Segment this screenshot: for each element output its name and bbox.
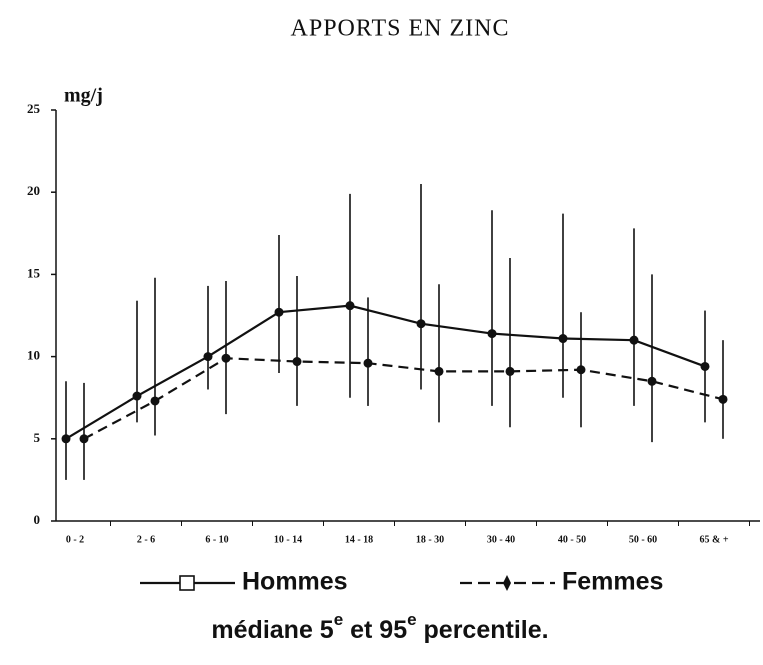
point bbox=[487, 329, 497, 339]
point bbox=[203, 352, 213, 362]
point bbox=[363, 358, 373, 368]
point bbox=[292, 357, 302, 367]
x-tick-label: 65 & + bbox=[699, 534, 728, 545]
x-tick-label: 50 - 60 bbox=[629, 534, 657, 545]
y-tick-label: 10 bbox=[27, 348, 40, 363]
note-text: percentile. bbox=[417, 616, 549, 644]
point bbox=[629, 335, 639, 345]
point bbox=[505, 366, 515, 376]
x-tick-label: 6 - 10 bbox=[205, 534, 228, 545]
y-tick-label: 0 bbox=[34, 512, 41, 527]
point bbox=[718, 394, 728, 404]
legend-label: Hommes bbox=[242, 568, 348, 596]
point bbox=[61, 434, 71, 444]
note: médiane 5e et 95e percentile. bbox=[211, 610, 548, 643]
y-tick-label: 5 bbox=[34, 430, 41, 445]
point bbox=[150, 396, 160, 406]
x-tick-label: 40 - 50 bbox=[558, 534, 586, 545]
note-text: médiane 5 bbox=[211, 616, 333, 644]
point bbox=[576, 365, 586, 375]
y-tick-label: 20 bbox=[27, 183, 40, 198]
point bbox=[700, 361, 710, 371]
point bbox=[274, 307, 284, 317]
point bbox=[345, 301, 355, 311]
x-tick-label: 2 - 6 bbox=[137, 534, 155, 545]
point bbox=[416, 319, 426, 329]
x-tick-label: 14 - 18 bbox=[345, 534, 373, 545]
x-tick-label: 10 - 14 bbox=[274, 534, 302, 545]
series-line bbox=[65, 304, 706, 440]
point bbox=[221, 353, 231, 363]
x-tick-label: 18 - 30 bbox=[416, 534, 444, 545]
x-tick-label: 30 - 40 bbox=[487, 534, 515, 545]
point bbox=[647, 376, 657, 386]
x-tick-label: 0 - 2 bbox=[66, 534, 84, 545]
y-axis-label: mg/j bbox=[64, 85, 103, 107]
legend-label: Femmes bbox=[562, 568, 663, 596]
y-tick-label: 15 bbox=[27, 265, 41, 280]
legend-marker bbox=[179, 575, 195, 591]
point bbox=[558, 334, 568, 344]
point bbox=[434, 366, 444, 376]
note-sup: e bbox=[334, 610, 343, 629]
point bbox=[79, 434, 89, 444]
legend-marker bbox=[503, 575, 511, 591]
series-line bbox=[83, 357, 724, 440]
chart-title: APPORTS EN ZINC bbox=[291, 16, 510, 42]
note-text: et 95 bbox=[343, 616, 407, 644]
y-tick-label: 25 bbox=[27, 101, 41, 116]
note-sup: e bbox=[407, 610, 416, 629]
point bbox=[132, 391, 142, 401]
